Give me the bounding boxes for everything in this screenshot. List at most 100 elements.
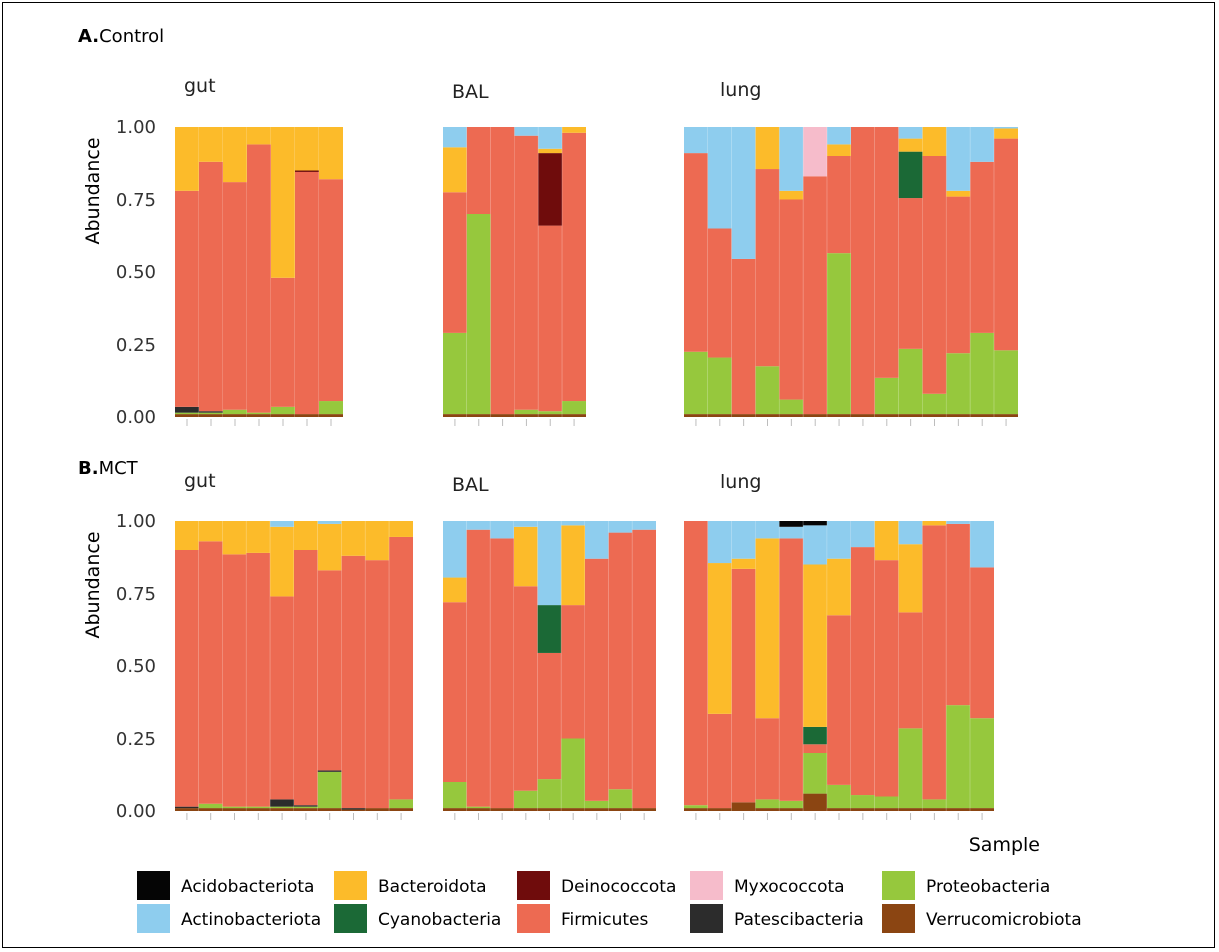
panel-b-ytick-1.00: 1.00	[116, 511, 156, 532]
bar-segment-b-lung-1-verrucomicrobiota	[684, 808, 708, 811]
bar-segment-a-gut-6-verrucomicrobiota	[295, 414, 319, 417]
bar-segment-b-lung-3-bacteroidota	[731, 558, 756, 569]
panel-a: A.Control gut BAL lung Abundance 1.00 0.…	[78, 26, 1018, 428]
bar-segment-a-lung-11-bacteroidota	[922, 127, 947, 156]
bar-segment-a-gut-7-proteobacteria	[319, 401, 343, 415]
bar-segment-b-lung-10-firmicutes	[898, 612, 923, 729]
bar-segment-b-lung-10-actinobacteriota	[898, 521, 923, 545]
bar-segment-b-bal-1-firmicutes	[443, 602, 467, 782]
legend-label-deinococcota: Deinococcota	[561, 877, 676, 897]
bar-segment-b-bal-1-proteobacteria	[443, 782, 467, 809]
bar-segment-a-bal-6-firmicutes	[562, 132, 586, 402]
bar-segment-a-lung-1-actinobacteriota	[684, 127, 708, 154]
bar-segment-b-bal-9-actinobacteriota	[632, 521, 656, 530]
panel-b-y-axis-label: Abundance	[82, 531, 104, 638]
bar-segment-a-bal-1-actinobacteriota	[443, 127, 467, 148]
bar-segment-b-gut-6-proteobacteria	[294, 806, 318, 809]
bar-segment-b-lung-4-verrucomicrobiota	[755, 808, 780, 811]
panel-a-ytick-0.25: 0.25	[116, 335, 156, 356]
bar-segment-a-bal-5-firmicutes	[538, 225, 563, 412]
panel-a-title: A.Control	[78, 26, 164, 47]
bar-segment-a-bal-2-proteobacteria	[466, 214, 491, 415]
bar-segment-a-lung-12-bacteroidota	[946, 190, 971, 197]
bar-segment-b-lung-6-firmicutes	[803, 744, 828, 753]
bar-segment-b-gut-3-bacteroidota	[222, 521, 247, 555]
bar-segment-a-bal-4-actinobacteriota	[514, 127, 539, 136]
bar-segment-a-bal-5-proteobacteria	[538, 411, 563, 415]
bar-segment-a-gut-1-patescibacteria	[175, 406, 199, 413]
bar-segment-b-bal-4-proteobacteria	[514, 790, 538, 809]
bar-segment-b-gut-7-verrucomicrobiota	[317, 808, 342, 811]
legend: Acidobacteriota Actinobacteriota Bactero…	[137, 871, 1082, 933]
bar-segment-b-lung-13-proteobacteria	[970, 718, 994, 809]
bar-segment-b-gut-5-verrucomicrobiota	[270, 808, 294, 811]
legend-swatch-cyanobacteria	[334, 904, 367, 933]
bar-segment-a-lung-9-firmicutes	[874, 127, 899, 378]
bar-segment-b-bal-6-verrucomicrobiota	[561, 808, 585, 811]
bar-segment-b-bal-3-verrucomicrobiota	[490, 808, 514, 811]
bar-segment-b-lung-6-bacteroidota	[803, 564, 828, 727]
bar-segment-b-gut-9-bacteroidota	[365, 521, 390, 561]
bar-segment-b-lung-2-actinobacteriota	[707, 521, 732, 564]
bar-segment-a-lung-10-actinobacteriota	[898, 127, 923, 139]
bar-segment-b-lung-1-firmicutes	[684, 521, 708, 806]
legend-swatch-deinococcota	[517, 871, 550, 900]
bar-segment-a-lung-13-actinobacteriota	[970, 127, 995, 162]
bar-segment-b-lung-6-cyanobacteria	[803, 726, 828, 745]
panel-a-title-prefix: A.	[78, 26, 99, 47]
legend-swatch-actinobacteriota	[137, 904, 170, 933]
bar-segment-b-bal-1-actinobacteriota	[443, 521, 467, 578]
bar-segment-b-bal-8-verrucomicrobiota	[608, 808, 633, 811]
bar-segment-a-lung-5-verrucomicrobiota	[779, 414, 804, 417]
bar-segment-b-gut-10-firmicutes	[389, 536, 413, 800]
bar-segment-b-gut-1-firmicutes	[175, 550, 199, 807]
bar-segment-b-gut-2-firmicutes	[198, 541, 223, 804]
bar-segment-a-lung-7-verrucomicrobiota	[827, 414, 851, 417]
bar-segment-a-gut-1-verrucomicrobiota	[175, 414, 199, 417]
legend-label-proteobacteria: Proteobacteria	[926, 877, 1050, 897]
bar-segment-b-lung-13-verrucomicrobiota	[970, 808, 994, 811]
bar-segment-b-lung-7-actinobacteriota	[827, 521, 851, 559]
bar-segment-b-gut-2-verrucomicrobiota	[198, 808, 223, 811]
bar-segment-b-lung-11-firmicutes	[922, 525, 947, 800]
panel-a-bal-bars	[443, 127, 586, 426]
bar-segment-b-lung-4-bacteroidota	[755, 538, 780, 719]
bar-segment-a-lung-13-firmicutes	[970, 161, 995, 333]
panel-b-x-axis-label: Sample	[969, 834, 1040, 856]
bar-segment-b-lung-9-bacteroidota	[874, 521, 899, 561]
bar-segment-b-gut-8-firmicutes	[341, 555, 366, 809]
bar-segment-b-gut-8-patescibacteria	[341, 808, 366, 810]
bar-segment-a-lung-4-bacteroidota	[755, 127, 780, 170]
bar-segment-b-bal-4-actinobacteriota	[514, 521, 538, 527]
bar-segment-a-lung-14-verrucomicrobiota	[994, 414, 1018, 417]
bar-segment-a-lung-12-firmicutes	[946, 196, 971, 354]
panel-b-title: B.MCT	[78, 458, 139, 479]
bar-segment-b-lung-3-verrucomicrobiota	[731, 802, 756, 811]
panel-a-facet-label-bal: BAL	[452, 81, 489, 103]
bar-segment-b-gut-5-bacteroidota	[270, 526, 294, 597]
bar-segment-a-lung-10-verrucomicrobiota	[898, 414, 923, 417]
bar-segment-a-gut-5-firmicutes	[271, 277, 295, 407]
panel-a-y-axis-label: Abundance	[82, 137, 104, 244]
bar-segment-b-gut-5-firmicutes	[270, 596, 294, 800]
bar-segment-a-lung-7-firmicutes	[827, 156, 851, 254]
panel-b-lung-bars	[684, 521, 994, 820]
bar-segment-b-gut-7-proteobacteria	[317, 771, 342, 809]
panel-a-facet-label-lung: lung	[720, 79, 761, 101]
bar-segment-a-bal-5-deinococcota	[538, 153, 563, 226]
bar-segment-a-lung-5-actinobacteriota	[779, 127, 804, 191]
bar-segment-a-lung-11-proteobacteria	[922, 393, 947, 415]
bar-segment-b-bal-3-firmicutes	[490, 538, 514, 809]
bar-segment-a-lung-5-proteobacteria	[779, 399, 804, 415]
bar-segment-b-lung-6-actinobacteriota	[803, 525, 828, 565]
bar-segment-b-lung-10-bacteroidota	[898, 544, 923, 613]
bar-segment-b-bal-8-proteobacteria	[608, 789, 633, 809]
panel-b: B.MCT gut BAL lung Abundance 1.00 0.75 0…	[78, 458, 1040, 856]
bar-segment-a-lung-12-verrucomicrobiota	[946, 414, 971, 417]
bar-segment-b-gut-4-verrucomicrobiota	[246, 808, 271, 811]
bar-segment-b-bal-1-bacteroidota	[443, 577, 467, 603]
bar-segment-b-gut-8-bacteroidota	[341, 521, 366, 556]
bar-segment-b-lung-2-bacteroidota	[707, 563, 732, 714]
bar-segment-a-lung-1-proteobacteria	[684, 351, 708, 415]
bar-segment-b-gut-7-patescibacteria	[317, 770, 342, 772]
